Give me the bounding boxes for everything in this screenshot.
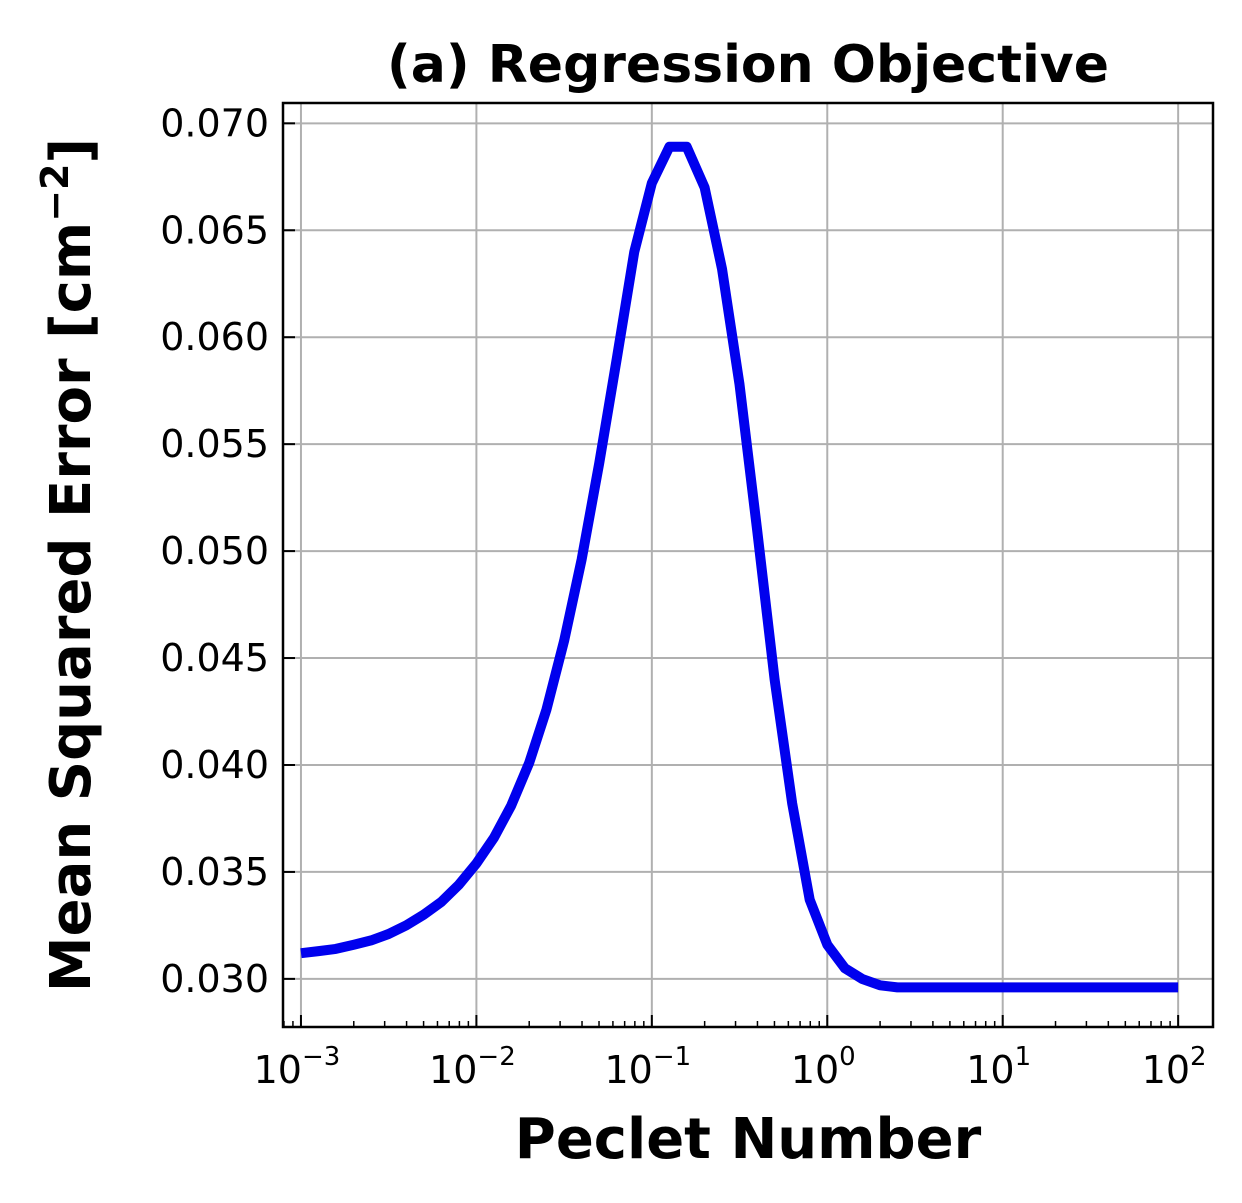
y-tick-label: 0.035 (160, 850, 269, 894)
y-tick-label: 0.070 (160, 101, 269, 145)
x-tick-label-exponent: 0 (839, 1042, 856, 1072)
series-line (300, 141, 1179, 993)
y-axis-label-exponent: −2 (33, 163, 77, 221)
x-tick-label-base: 10 (966, 1048, 1014, 1092)
x-tick-label-exponent: 1 (1015, 1042, 1032, 1072)
plot-frame (281, 101, 1215, 1029)
x-tick-label: 10−2 (429, 1042, 516, 1092)
x-tick-label-base: 10 (429, 1048, 477, 1092)
x-tick-label: 101 (966, 1042, 1031, 1092)
y-tick-label: 0.055 (160, 422, 269, 466)
x-tick-label-exponent: −1 (653, 1042, 691, 1072)
y-tick-label: 0.030 (160, 957, 269, 1001)
y-tick-label: 0.065 (160, 208, 269, 252)
x-axis-label: Peclet Number (515, 1107, 982, 1172)
grid (283, 103, 1213, 1027)
x-tick-label: 102 (1142, 1042, 1207, 1092)
y-axis-label-main: Mean Squared Error [cm (39, 222, 104, 992)
tick-labels: 0.030 0.035 0.040 0.045 0.050 0.055 0.060 0.065… (160, 101, 1206, 1092)
x-tick-label: 10−1 (604, 1042, 691, 1092)
ticks (283, 122, 1180, 1027)
x-tick-label-base: 10 (791, 1048, 839, 1092)
y-tick-label: 0.040 (160, 743, 269, 787)
x-tick-label: 10−3 (254, 1042, 341, 1092)
x-tick-label-base: 10 (604, 1048, 652, 1092)
x-tick-label-exponent: 2 (1190, 1042, 1207, 1072)
y-axis-label: Mean Squared Error [cm−2] (33, 138, 104, 992)
y-tick-label: 0.060 (160, 315, 269, 359)
x-tick-label-base: 10 (1142, 1048, 1190, 1092)
y-axis-label-close: ] (39, 138, 104, 164)
y-tick-label: 0.045 (160, 636, 269, 680)
x-tick-label-base: 10 (254, 1048, 302, 1092)
chart-title: (a) Regression Objective (387, 35, 1109, 95)
x-tick-label-exponent: −2 (477, 1042, 515, 1072)
y-tick-label: 0.050 (160, 529, 269, 573)
x-tick-label-exponent: −3 (302, 1042, 340, 1072)
x-tick-label: 100 (791, 1042, 856, 1092)
